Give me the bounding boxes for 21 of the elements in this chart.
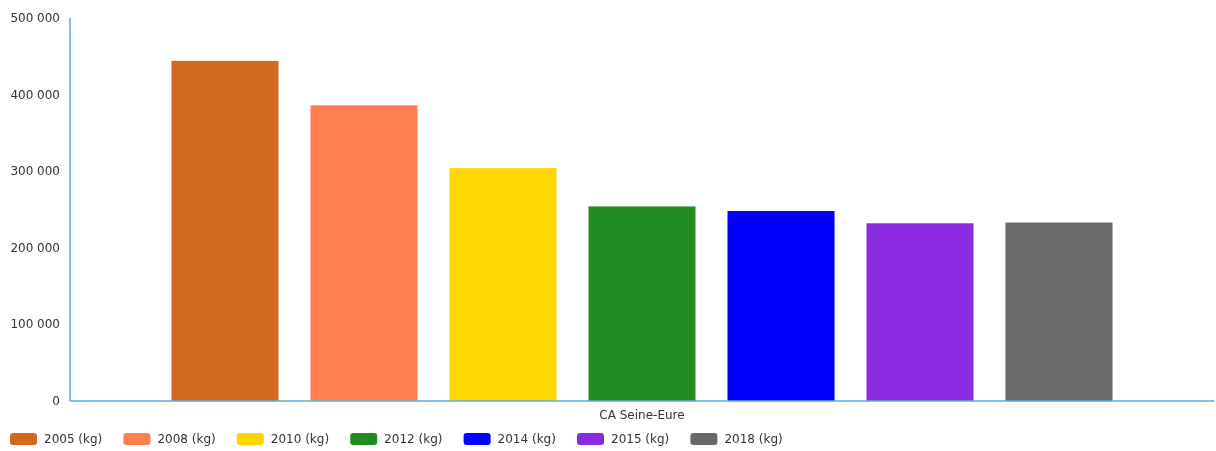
y-tick-label: 500 000 xyxy=(10,11,60,25)
legend-label: 2005 (kg) xyxy=(44,432,103,446)
y-tick-label: 0 xyxy=(52,394,60,408)
legend-label: 2012 (kg) xyxy=(384,432,443,446)
y-tick-label: 100 000 xyxy=(10,317,60,332)
legend-label: 2008 (kg) xyxy=(157,432,216,446)
y-tick-label: 200 000 xyxy=(10,240,60,255)
legend-label: 2015 (kg) xyxy=(611,432,670,446)
y-tick-label: 400 000 xyxy=(10,87,60,102)
bar xyxy=(171,60,279,401)
legend-label: 2010 (kg) xyxy=(270,432,330,446)
x-tick-label: CA Seine-Eure xyxy=(599,408,685,422)
legend-label: 2018 (kg) xyxy=(724,432,783,446)
bar xyxy=(588,206,696,401)
bar xyxy=(727,211,835,401)
bar xyxy=(1005,222,1113,401)
legend-label: 2014 (kg) xyxy=(497,432,556,446)
bar xyxy=(866,223,974,401)
y-tick-label: 300 000 xyxy=(10,164,60,179)
bar xyxy=(310,105,418,401)
bar xyxy=(449,168,557,401)
